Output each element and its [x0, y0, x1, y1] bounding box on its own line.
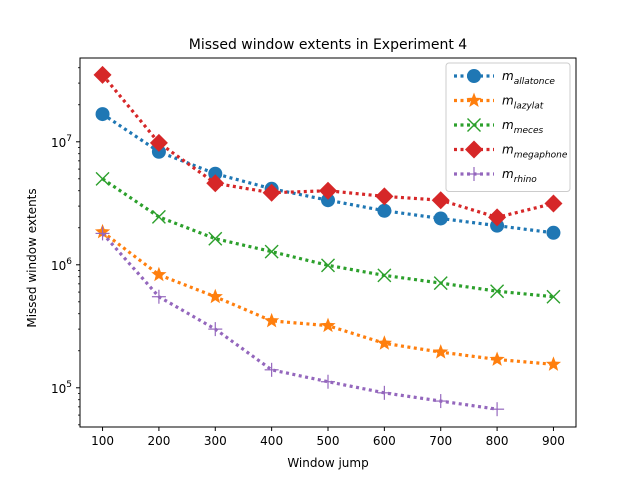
x-tick-label: 800: [486, 434, 509, 448]
x-tick-label: 600: [373, 434, 396, 448]
legend-label-rhino: mrhino: [502, 167, 537, 185]
data-point-meces: [208, 231, 223, 246]
data-point-rhino: [151, 289, 166, 304]
x-tick-label: 300: [204, 434, 227, 448]
y-tick-label: 105: [51, 380, 72, 396]
data-point-megaphone: [431, 191, 450, 210]
legend-marker-meces: [467, 118, 481, 132]
data-point-lazylat: [545, 356, 562, 371]
data-point-megaphone: [93, 65, 112, 84]
x-axis-label: Window jump: [287, 456, 368, 470]
data-point-megaphone: [488, 208, 507, 227]
data-point-meces: [490, 284, 505, 299]
data-point-meces: [433, 276, 448, 291]
y-tick-label: 107: [51, 134, 72, 150]
data-point-allatonce: [433, 211, 448, 226]
data-point-rhino: [490, 402, 505, 417]
data-point-lazylat: [376, 335, 392, 350]
data-point-rhino: [95, 226, 110, 241]
series-line-megaphone: [101, 73, 554, 219]
legend-marker-megaphone: [465, 140, 483, 159]
legend-label-megaphone: mmegaphone: [502, 143, 568, 161]
data-point-lazylat: [151, 266, 167, 282]
data-point-allatonce: [377, 203, 392, 218]
data-point-meces: [546, 289, 561, 304]
legend-label-meces: mmeces: [502, 118, 543, 136]
data-point-meces: [95, 171, 110, 186]
data-point-lazylat: [207, 288, 223, 304]
legend-marker-allatonce: [467, 69, 481, 83]
legend-label-lazylat: mlazylat: [502, 94, 544, 112]
x-tick-label: 700: [429, 434, 452, 448]
data-point-meces: [321, 258, 335, 273]
data-point-megaphone: [375, 187, 394, 206]
data-point-lazylat: [320, 317, 336, 333]
data-point-lazylat: [433, 344, 449, 359]
data-point-allatonce: [321, 193, 335, 208]
plot-area: 100 200 300 400 500 600 700 800 900 105 106 107: [51, 57, 577, 448]
legend-marker-rhino: [467, 167, 481, 181]
data-point-meces: [377, 268, 392, 283]
data-point-rhino: [377, 385, 392, 400]
x-tick-label: 400: [260, 434, 283, 448]
data-point-lazylat: [264, 312, 280, 328]
series-line-lazylat: [101, 230, 554, 366]
data-point-allatonce: [546, 225, 561, 240]
data-point-rhino: [264, 362, 279, 377]
data-point-megaphone: [149, 133, 168, 152]
data-point-rhino: [208, 322, 223, 337]
data-point-allatonce: [208, 166, 223, 181]
data-point-meces: [151, 209, 166, 224]
legend-marker-lazylat: [466, 92, 482, 107]
y-axis-label: Missed window extents: [25, 188, 39, 327]
data-point-allatonce: [95, 107, 110, 122]
data-point-megaphone: [206, 174, 225, 193]
data-point-rhino: [433, 394, 448, 409]
data-point-megaphone: [262, 183, 281, 202]
legend-box: [445, 62, 571, 192]
series-line-rhino: [101, 232, 498, 411]
data-point-rhino: [321, 374, 335, 389]
data-point-lazylat: [489, 351, 505, 366]
x-tick-label: 100: [91, 434, 114, 448]
data-point-megaphone: [319, 181, 337, 200]
data-point-megaphone: [544, 194, 563, 213]
x-tick-label: 200: [147, 434, 170, 448]
legend: mallatonce mlazylat mmeces mmegaphone mrhino: [445, 62, 571, 192]
x-tick-label: 900: [542, 434, 565, 448]
y-tick-label: 106: [51, 257, 72, 273]
x-tick-label: 500: [317, 434, 340, 448]
chart-title: Missed window extents in Experiment 4: [189, 37, 467, 53]
legend-label-allatonce: mallatonce: [502, 69, 555, 87]
data-point-meces: [264, 244, 279, 259]
